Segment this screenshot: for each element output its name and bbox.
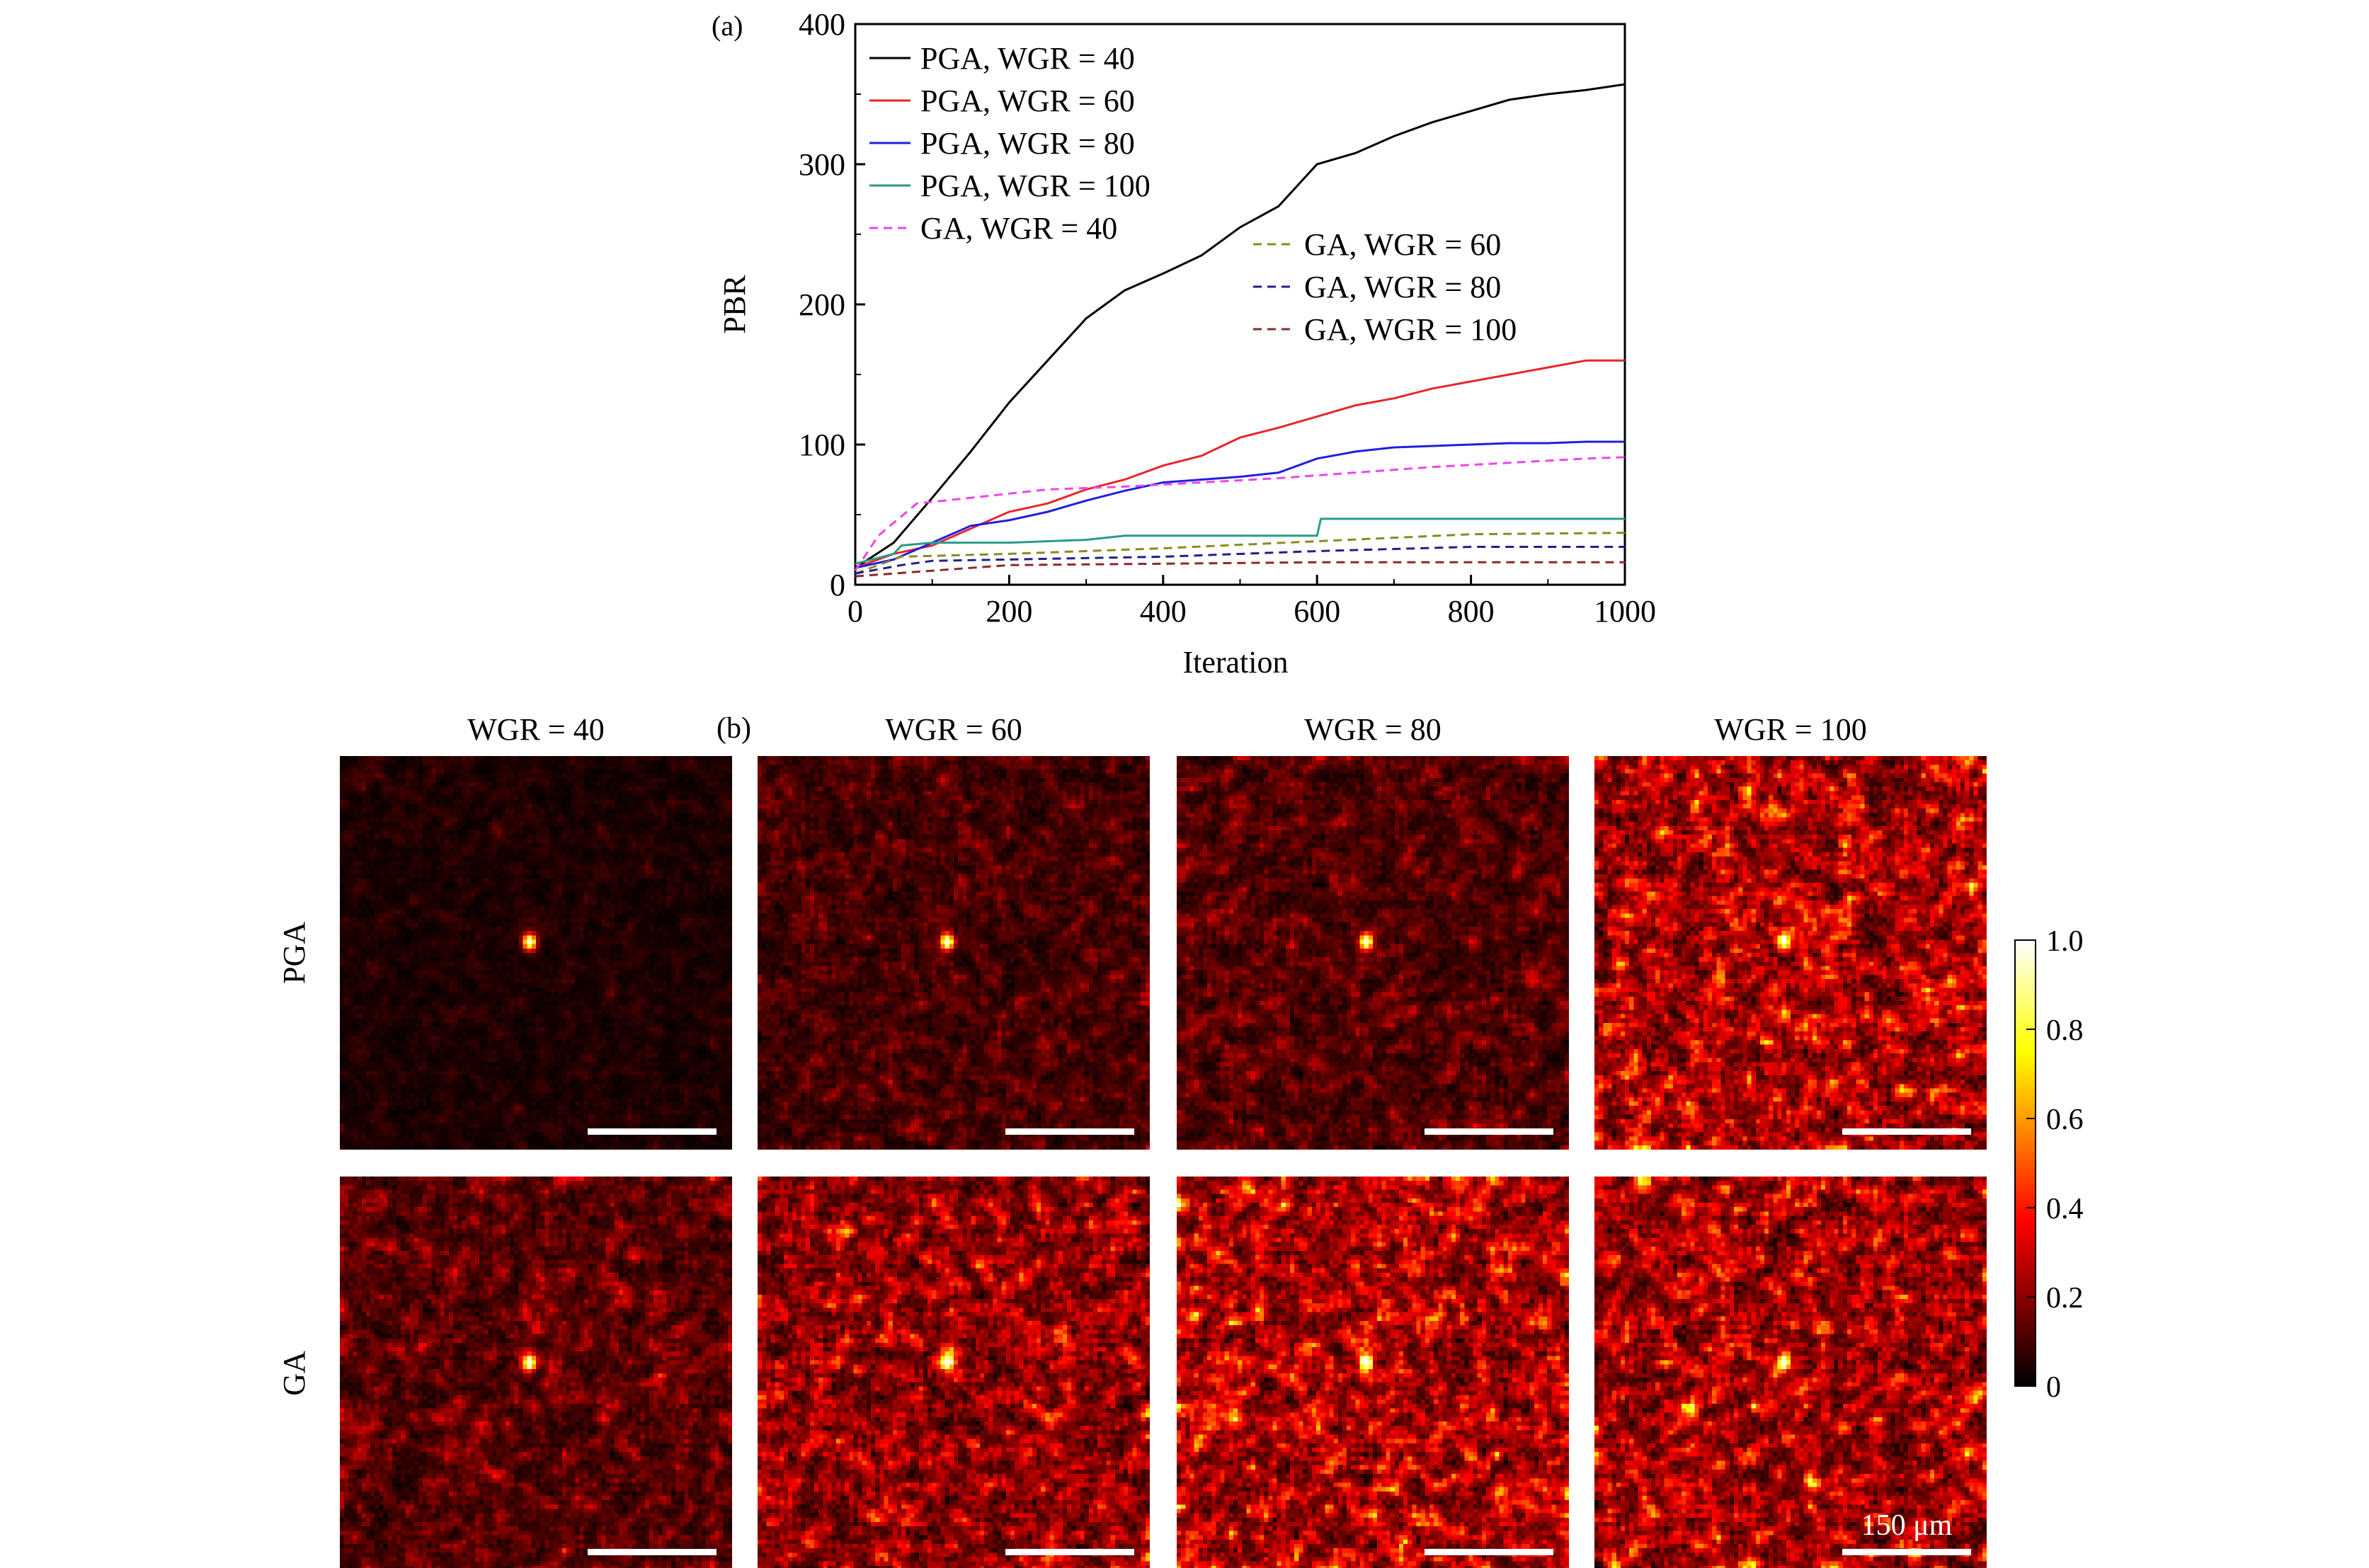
series-line-pga-1 [855, 359, 1625, 569]
colorbar-tick-label: 0.2 [2046, 1282, 2084, 1315]
panel-label-a: (a) [712, 10, 743, 42]
legend-label: PGA, WGR = 80 [920, 126, 1135, 161]
y-tick-label: 300 [799, 147, 845, 182]
heatmap-pga-80 [1177, 756, 1569, 1150]
heatmap-ga-40 [340, 1177, 732, 1568]
y-axis-label: PBR [717, 275, 752, 334]
heatmap-ga-80 [1177, 1177, 1569, 1568]
x-tick-label: 400 [1140, 594, 1187, 629]
colorbar-tick-label: 0.6 [2046, 1104, 2084, 1136]
colorbar-tick-label: 0 [2046, 1371, 2061, 1404]
y-tick-label: 100 [799, 428, 845, 462]
x-tick-label: 1000 [1594, 594, 1656, 629]
series-line-pga-3 [855, 517, 1625, 565]
panel-label-b: (b) [717, 712, 751, 745]
column-title: WGR = 100 [1714, 712, 1866, 747]
column-title: WGR = 60 [885, 712, 1022, 747]
colorbar-tick-label: 0.8 [2046, 1014, 2084, 1047]
heatmap-pga-60 [758, 756, 1150, 1150]
series-line-ga-4 [854, 456, 1626, 572]
y-tick-label: 400 [799, 7, 845, 42]
colorbar-tick-label: 0.4 [2046, 1193, 2084, 1225]
row-title: PGA [277, 922, 312, 984]
series-line-pga-0 [855, 83, 1626, 569]
colorbar [2014, 939, 2036, 1387]
legend-label: GA, WGR = 80 [1304, 270, 1501, 304]
colorbar-tick-label: 1.0 [2046, 925, 2084, 958]
heatmap-ga-100 [1594, 1177, 1987, 1568]
legend-label: GA, WGR = 40 [920, 211, 1117, 246]
series-line-ga-7 [855, 561, 1625, 578]
x-tick-label: 200 [986, 594, 1032, 629]
legend-label: PGA, WGR = 100 [920, 168, 1151, 203]
legend-label: GA, WGR = 100 [1304, 312, 1517, 347]
column-title: WGR = 80 [1304, 712, 1441, 747]
legend-label: PGA, WGR = 40 [920, 41, 1135, 76]
y-tick-label: 200 [799, 287, 845, 322]
heatmap-ga-60 [758, 1177, 1150, 1568]
x-tick-label: 800 [1448, 594, 1495, 629]
column-title: WGR = 40 [467, 712, 604, 747]
x-axis-label: Iteration [1182, 645, 1288, 680]
series-line-pga-2 [855, 440, 1625, 569]
heatmap-pga-40 [340, 756, 732, 1150]
series-line-ga-6 [855, 546, 1625, 575]
legend-label: GA, WGR = 60 [1304, 227, 1501, 262]
series-line-ga-5 [855, 532, 1626, 575]
y-tick-label: 0 [830, 568, 845, 602]
heatmap-pga-100 [1594, 756, 1987, 1150]
legend-label: PGA, WGR = 60 [920, 84, 1135, 118]
x-tick-label: 600 [1294, 594, 1340, 629]
x-tick-label: 0 [847, 594, 863, 629]
row-title: GA [277, 1351, 312, 1396]
